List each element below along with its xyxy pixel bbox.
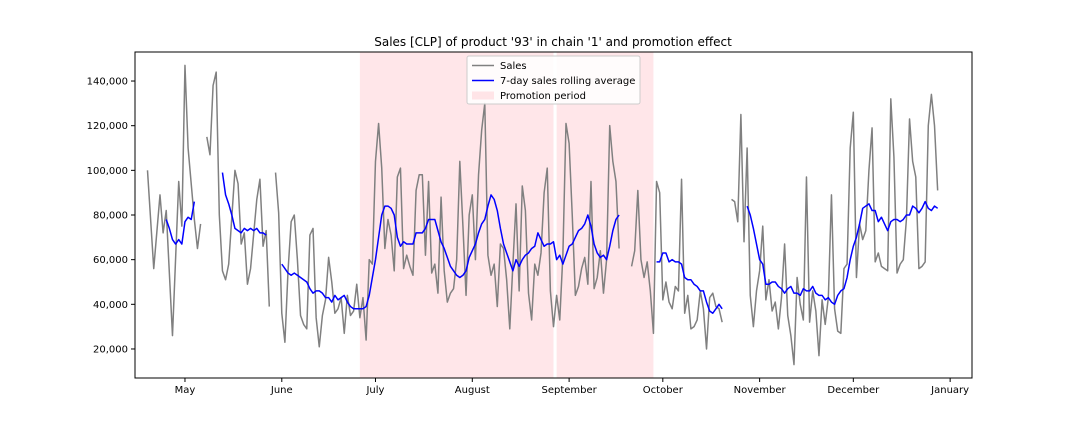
y-tick-label: 20,000 bbox=[93, 344, 128, 355]
y-tick-label: 60,000 bbox=[93, 255, 128, 266]
x-tick-label: September bbox=[541, 385, 597, 396]
y-tick-label: 80,000 bbox=[93, 211, 128, 222]
y-tick-label: 100,000 bbox=[87, 166, 128, 177]
x-tick-label: May bbox=[175, 385, 196, 396]
series-layer bbox=[146, 64, 939, 366]
legend: Sales 7-day sales rolling average Promotio… bbox=[466, 55, 641, 105]
legend-box bbox=[466, 55, 641, 105]
legend-label: 7-day sales rolling average bbox=[500, 76, 635, 87]
legend-label: Promotion period bbox=[500, 91, 586, 102]
legend-patch-swatch bbox=[472, 91, 494, 100]
x-tick-label: June bbox=[270, 385, 293, 396]
y-tick-label: 140,000 bbox=[87, 77, 128, 88]
x-tick-label: November bbox=[734, 385, 787, 396]
y-tick-label: 120,000 bbox=[87, 121, 128, 132]
x-tick-label: December bbox=[827, 385, 880, 396]
x-tick-label: October bbox=[643, 385, 684, 396]
x-tick-label: July bbox=[365, 385, 384, 396]
chart-title: Sales [CLP] of product '93' in chain '1'… bbox=[374, 35, 732, 49]
rolling-average-line bbox=[165, 172, 939, 314]
x-tick-label: January bbox=[930, 385, 969, 396]
x-axis: May June July August September October Novembe… bbox=[175, 378, 969, 396]
y-axis: 20,000 40,000 60,000 80,000 100,000 120,000 14… bbox=[87, 77, 135, 355]
y-tick-label: 40,000 bbox=[93, 300, 128, 311]
x-tick-label: August bbox=[455, 385, 490, 396]
legend-label: Sales bbox=[500, 61, 527, 72]
sales-line bbox=[146, 64, 939, 366]
